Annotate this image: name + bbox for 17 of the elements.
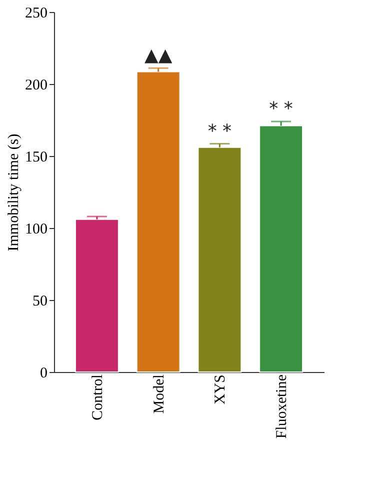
annotation: * * bbox=[208, 120, 232, 142]
annotation: * * bbox=[269, 98, 293, 120]
y-tick-label: 100 bbox=[25, 222, 48, 238]
y-tick-label: 0 bbox=[40, 366, 48, 382]
x-tick-label: XYS bbox=[212, 374, 229, 405]
bar bbox=[136, 71, 180, 372]
y-tick-label: 200 bbox=[25, 78, 48, 94]
y-axis-title: Immobility time (s) bbox=[6, 134, 22, 252]
x-tick-label: Model bbox=[151, 374, 168, 414]
y-tick-label: 50 bbox=[32, 294, 48, 310]
annotation: ▲▲ bbox=[144, 45, 172, 66]
x-tick-label: Fluoxetine bbox=[274, 374, 290, 439]
x-tick-label: Control bbox=[90, 374, 106, 420]
y-tick-label: 250 bbox=[25, 6, 48, 22]
bar bbox=[259, 125, 304, 372]
y-tick-label: 150 bbox=[25, 150, 48, 166]
bar bbox=[198, 146, 242, 372]
